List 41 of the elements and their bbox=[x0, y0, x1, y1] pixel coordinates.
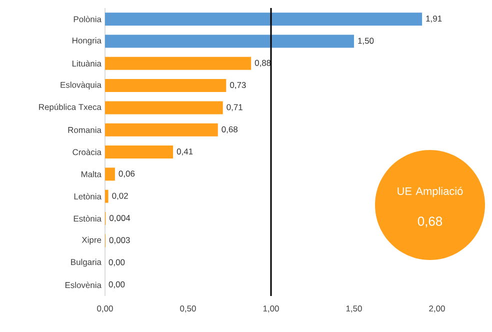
bar bbox=[105, 190, 108, 203]
x-tick-label: 0,00 bbox=[97, 306, 113, 313]
y-tick-label: Xipre bbox=[82, 236, 102, 245]
bar bbox=[105, 12, 422, 26]
bar bbox=[105, 101, 223, 114]
data-label: 0,73 bbox=[230, 82, 246, 90]
y-tick-label: Bulgaria bbox=[71, 258, 102, 267]
bar bbox=[105, 56, 252, 70]
y-tick-label: Croàcia bbox=[72, 148, 102, 156]
bar bbox=[105, 146, 174, 159]
data-label: 1,91 bbox=[426, 16, 442, 23]
x-tick-label: 2,00 bbox=[429, 306, 445, 313]
bar bbox=[105, 123, 218, 136]
bar bbox=[105, 168, 115, 181]
annotation: 0,68 bbox=[418, 216, 442, 228]
y-tick-label: Malta bbox=[81, 171, 102, 178]
bar bbox=[105, 34, 354, 48]
data-label: 0,02 bbox=[112, 192, 128, 200]
y-tick-label: Polònia bbox=[74, 16, 102, 22]
annotation: UE Ampliació bbox=[398, 186, 463, 198]
y-tick-label: Letònia bbox=[74, 193, 102, 200]
data-label: 0,41 bbox=[176, 148, 193, 156]
y-tick-label: Romania bbox=[68, 126, 102, 133]
y-tick-label: República Txeca bbox=[39, 104, 102, 112]
data-label: 0,003 bbox=[109, 237, 130, 244]
data-label: 0,00 bbox=[108, 281, 125, 288]
x-tick-label: 1,50 bbox=[346, 306, 362, 313]
data-label: 0,00 bbox=[108, 259, 125, 266]
data-label: 0,71 bbox=[226, 104, 242, 112]
y-tick-label: Eslovàquia bbox=[60, 82, 102, 90]
data-label: 0,004 bbox=[110, 214, 130, 222]
data-label: 1,50 bbox=[358, 38, 374, 45]
y-tick-label: Eslovènia bbox=[65, 282, 102, 288]
x-tick-label: 0,50 bbox=[180, 306, 196, 313]
data-label: 0,68 bbox=[222, 126, 238, 134]
y-tick-label: Hongria bbox=[72, 37, 102, 46]
data-label: 0,06 bbox=[118, 170, 135, 178]
bar bbox=[105, 79, 226, 92]
y-tick-label: Lituània bbox=[72, 60, 102, 67]
x-tick-label: 1,00 bbox=[263, 306, 279, 313]
y-tick-label: Estònia bbox=[74, 215, 102, 222]
